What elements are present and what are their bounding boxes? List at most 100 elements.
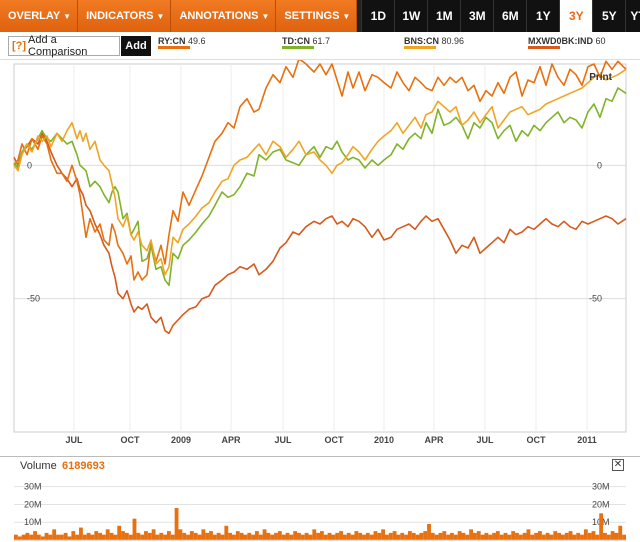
volume-bar [476, 531, 481, 540]
volume-bar [331, 534, 336, 540]
volume-bar [235, 531, 240, 540]
volume-bar [480, 534, 485, 540]
volume-bar [434, 534, 439, 540]
volume-bar [270, 534, 275, 540]
volume-bar [515, 532, 519, 540]
volume-bar [354, 531, 359, 540]
volume-bar [526, 529, 531, 540]
volume-bar [209, 531, 213, 540]
volume-bar [281, 534, 286, 540]
volume-bar [415, 534, 420, 540]
volume-bar [392, 531, 397, 540]
print-button[interactable]: Print [589, 72, 612, 83]
volume-bar [151, 529, 156, 540]
volume-bar [262, 529, 267, 540]
volume-bar [560, 534, 565, 540]
volume-bar [511, 531, 516, 540]
legend-swatch-bns [404, 46, 436, 49]
legend-swatch-ry [158, 46, 190, 49]
volume-bar [21, 534, 26, 540]
volume-bar [530, 534, 535, 540]
help-icon[interactable]: [?] [12, 40, 27, 52]
volume-bar [216, 532, 221, 540]
volume-bar [140, 534, 145, 540]
price-chart-svg[interactable]: JUL OCT 2009 APR JUL OCT 2010 APR JUL OCT 2011 0 0 -5… [0, 57, 640, 452]
range-button-ytd[interactable]: YTD [625, 0, 640, 32]
overlay-menu-button[interactable]: OVERLAY ▼ [0, 0, 79, 32]
add-comparison-input[interactable]: [?] Add a Comparison [8, 34, 120, 58]
legend-swatch-mxwd [528, 46, 560, 49]
volume-bar [25, 532, 30, 540]
volume-bar [461, 532, 466, 540]
volume-bar [228, 532, 233, 540]
volume-bar [82, 534, 87, 540]
x-tick-label: 2010 [374, 435, 394, 445]
volume-bar [201, 529, 206, 540]
volume-bar [450, 532, 454, 540]
volume-bar [193, 532, 198, 540]
y-tick-label-right: 0 [597, 160, 602, 170]
range-button-1w[interactable]: 1W [394, 0, 428, 32]
indicators-menu-button[interactable]: INDICATORS ▼ [78, 0, 172, 32]
volume-bar [419, 532, 424, 540]
volume-y-tick-right: 20M [592, 499, 610, 509]
volume-bar [29, 534, 34, 540]
range-button-1y[interactable]: 1Y [526, 0, 560, 32]
volume-bar [427, 524, 431, 540]
x-tick-label: APR [221, 435, 241, 445]
legend-symbol: RY:CN [158, 36, 186, 46]
plot-frame [13, 63, 627, 433]
volume-bar [144, 531, 148, 540]
volume-bar [453, 534, 458, 540]
volume-bar [499, 534, 504, 540]
comparison-bar: [?] Add a Comparison Add RY:CN 49.6 TD:C… [0, 32, 640, 60]
volume-bar [446, 534, 451, 540]
range-button-3m[interactable]: 3M [460, 0, 494, 32]
range-button-1m[interactable]: 1M [427, 0, 461, 32]
volume-bar [580, 534, 584, 540]
volume-bar [591, 531, 596, 540]
volume-bar [484, 532, 489, 540]
volume-bar [369, 534, 374, 540]
close-icon[interactable]: ✕ [612, 459, 624, 471]
volume-bar [101, 534, 106, 540]
volume-bar [538, 531, 542, 540]
volume-bar [614, 532, 619, 540]
volume-bar [212, 534, 217, 540]
range-button-6m[interactable]: 6M [493, 0, 527, 32]
volume-bar [167, 531, 171, 540]
volume-bar [385, 534, 389, 540]
volume-bar [583, 529, 588, 540]
range-button-1d[interactable]: 1D [361, 0, 395, 32]
range-button-3y[interactable]: 3Y [559, 0, 593, 32]
volume-bar [266, 532, 271, 540]
x-tick-label: JUL [274, 435, 292, 445]
volume-bar [553, 531, 558, 540]
volume-bar [541, 534, 546, 540]
volume-bar [587, 532, 592, 540]
volume-bar [438, 532, 443, 540]
volume-bar [277, 531, 282, 540]
volume-bar [155, 534, 160, 540]
volume-bar [40, 536, 45, 540]
volume-bar [182, 532, 187, 540]
volume-bar [239, 532, 244, 540]
volume-bar [507, 534, 512, 540]
add-comparison-button[interactable]: Add [121, 36, 151, 56]
volume-bar [36, 534, 41, 540]
volume-bar [335, 532, 340, 540]
x-tick-label: OCT [527, 435, 547, 445]
chart-toolbar: OVERLAY ▼ INDICATORS ▼ ANNOTATIONS ▼ SET… [0, 0, 640, 32]
legend-item-mxwd: MXWD0BK:IND 60 [528, 36, 606, 46]
volume-bar [373, 531, 378, 540]
annotations-menu-button[interactable]: ANNOTATIONS ▼ [171, 0, 277, 32]
volume-bar [339, 531, 343, 540]
x-tick-label: JUL [65, 435, 83, 445]
volume-bar [465, 534, 470, 540]
settings-menu-button[interactable]: SETTINGS ▼ [276, 0, 358, 32]
chevron-down-icon: ▼ [261, 11, 270, 21]
chevron-down-icon: ▼ [63, 11, 72, 21]
volume-bar [564, 532, 569, 540]
range-button-5y[interactable]: 5Y [592, 0, 626, 32]
volume-bar [568, 531, 573, 540]
